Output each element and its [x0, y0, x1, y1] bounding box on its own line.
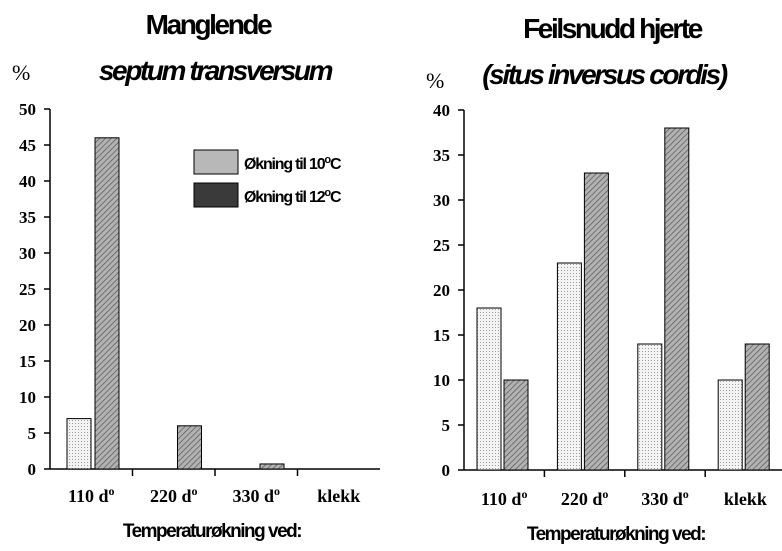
chart2-bar-12c	[744, 343, 770, 471]
legend: Økning til 10oC Økning til 12oC	[193, 149, 343, 208]
chart1-subtitle: septum transversum	[99, 55, 333, 86]
chart2-bar-10c	[717, 379, 743, 471]
chart2-x-tick-label: 220 do	[561, 487, 609, 509]
chart1-y-tick-label: 0	[28, 460, 37, 479]
chart1-y-tick-label: 50	[19, 100, 36, 119]
chart1-y-tick-label: 30	[19, 244, 36, 263]
chart2-y-tick-label: 30	[433, 191, 450, 210]
chart1-bar-12c	[94, 137, 120, 470]
chart2-plot: 0 5 10 15 20 25 30 35 40 110 do 220 do 330 do klekk	[433, 101, 782, 509]
chart2-x-tick-label: 110 do	[481, 487, 528, 509]
chart2-bar-10c	[476, 307, 502, 471]
chart2-bar-10c	[637, 343, 663, 471]
legend-swatch-12c	[193, 182, 239, 208]
chart1-title: Manglende	[146, 9, 272, 40]
chart2-y-tick-label: 20	[433, 281, 450, 300]
chart1-x-tick-label: klekk	[317, 486, 360, 506]
legend-label-10c: Økning til 10oC	[244, 154, 342, 173]
chart1-y-tick-label: 20	[19, 316, 36, 335]
chart2-bar-12c	[583, 172, 609, 471]
chart1-bar-10c	[66, 418, 92, 470]
chart1-y-tick-label: 45	[19, 136, 36, 155]
chart1-x-tick-label: 330 do	[232, 484, 280, 506]
chart1-y-tick-label: 35	[19, 208, 36, 227]
chart2-x-tick-label: 330 do	[641, 487, 689, 509]
chart1-bar-12c	[259, 463, 285, 470]
chart2-y-tick-label: 25	[433, 236, 450, 255]
chart2-x-label: Temperaturøkning ved:	[527, 524, 705, 545]
chart2-bar-12c	[664, 127, 690, 471]
chart2-bar-12c	[503, 379, 529, 471]
chart1-y-tick-label: 15	[19, 352, 36, 371]
chart2-bar-10c	[556, 262, 582, 471]
chart2-y-tick-label: 10	[433, 371, 450, 390]
chart1-y-tick-label: 5	[28, 424, 37, 443]
legend-swatch-10c	[193, 149, 239, 175]
chart2-y-tick-label: 15	[433, 326, 450, 345]
chart2-y-tick-label: 35	[433, 146, 450, 165]
chart2-y-tick-label: 5	[442, 416, 451, 435]
chart2-title: Feilsnudd hjerte	[523, 13, 703, 44]
chart1-x-tick-label: 220 do	[150, 484, 198, 506]
chart2-y-tick-label: 40	[433, 101, 450, 120]
chart2-subtitle: (situs inversus cordis)	[482, 59, 728, 90]
chart2-x-tick-label: klekk	[724, 489, 767, 509]
chart1-y-tick-label: 25	[19, 280, 36, 299]
legend-label-12c: Økning til 12oC	[244, 187, 342, 206]
chart1-x-label: Temperaturøkning ved:	[123, 521, 301, 542]
chart2-y-unit: %	[426, 68, 444, 93]
chart1-plot: 0 5 10 15 20 25 30 35 40 45 50 110 do 220 do 330 do kl…	[19, 100, 380, 506]
chart1-y-unit: %	[12, 60, 30, 85]
chart1-y-tick-label: 10	[19, 388, 36, 407]
chart1-bar-12c	[177, 425, 202, 470]
chart2-y-tick-label: 0	[442, 461, 451, 480]
chart1-x-tick-label: 110 do	[68, 484, 115, 506]
chart1-y-tick-label: 40	[19, 172, 36, 191]
